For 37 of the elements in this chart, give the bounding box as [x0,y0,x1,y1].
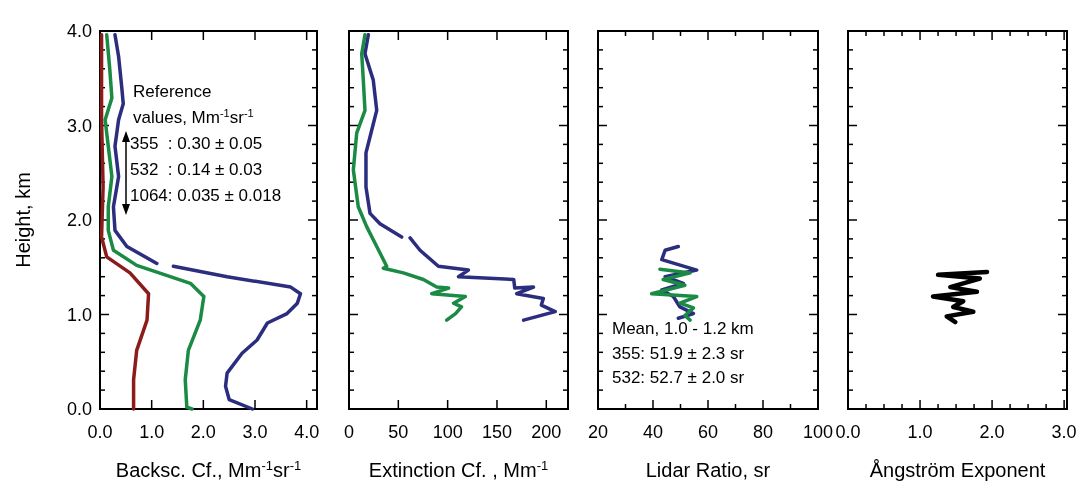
x-axis-title: Extinction Cf. , Mm$^{-1}$ [368,457,549,481]
x-tick-label: 2.0 [190,422,216,442]
x-tick-label: 150 [481,422,512,442]
x-tick-label: 1.0 [907,422,933,442]
x-tick-label: 100 [432,422,463,442]
x-tick-label: 20 [587,422,609,442]
y-tick-label: 4.0 [66,21,92,41]
x-tick-label: 200 [531,422,562,442]
y-tick-label: 1.0 [66,304,92,325]
annotation: values, Mm$^{-1}$sr$^{-1}$ [133,107,254,127]
y-tick-label: 0.0 [66,399,92,419]
x-tick-label: 2.0 [979,422,1005,442]
annotation: 355: 51.9 ± 2.3 sr [612,343,745,363]
y-axis-title: Height, km [12,172,34,268]
x-tick-label: 40 [642,422,664,442]
x-tick-label: 80 [752,422,774,442]
x-tick-label: 3.0 [1051,422,1077,442]
x-axis-title: Ångström Exponent [869,459,1046,481]
y-tick-label: 2.0 [66,210,92,230]
x-tick-label: 0.0 [87,422,113,442]
annotation: Mean, 1.0 - 1.2 km [612,319,754,338]
x-tick-label: 0.0 [835,422,861,442]
x-tick-label: 4.0 [294,422,320,442]
x-tick-label: 3.0 [242,422,268,442]
annotation: 355 : 0.30 ± 0.05 [130,134,263,153]
x-tick-label: 100 [802,422,834,442]
annotation: 532: 52.7 ± 2.0 sr [612,368,745,387]
y-tick-label: 3.0 [66,115,92,136]
annotation: Reference [133,82,212,101]
annotation: 1064: 0.035 ± 0.018 [130,186,282,205]
x-tick-label: 60 [697,422,719,442]
x-axis-title: Lidar Ratio, sr [645,459,771,481]
x-axis-title: Backsc. Cf., Mm$^{-1}$sr$^{-1}$ [115,457,302,481]
x-tick-label: 50 [388,422,409,442]
x-tick-label: 0 [343,422,355,442]
annotation: 532 : 0.14 ± 0.03 [130,160,263,179]
x-tick-label: 1.0 [139,422,165,442]
